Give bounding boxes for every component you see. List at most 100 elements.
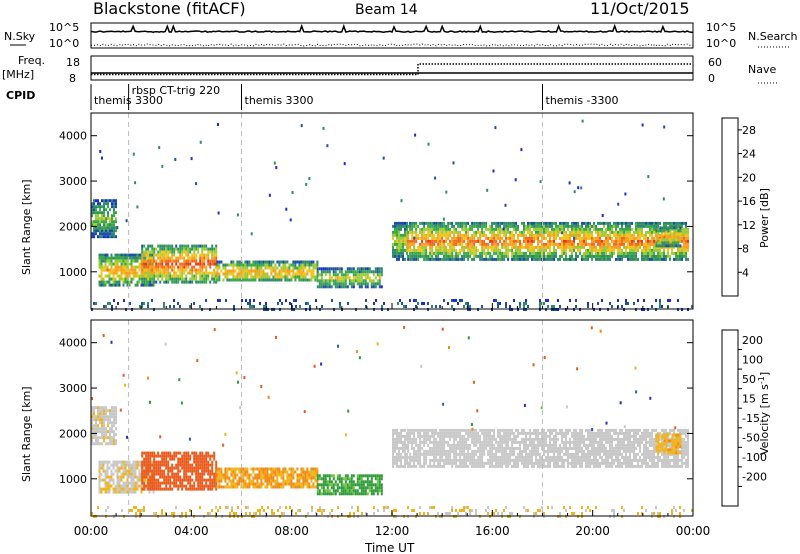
echo-cell <box>161 250 164 254</box>
echo-cell <box>427 257 430 261</box>
echo-cell <box>447 248 450 252</box>
echo-cell <box>272 470 275 474</box>
echo-cell <box>207 271 210 275</box>
echo-cell <box>163 259 166 263</box>
echo-cell <box>477 227 480 231</box>
echo-cell <box>495 221 498 225</box>
echo-cell <box>437 248 440 252</box>
echo-cell <box>187 247 190 251</box>
echo-cell <box>487 242 490 246</box>
echo-cell <box>409 458 412 462</box>
echo-cell <box>423 455 426 459</box>
echo-cell <box>417 434 420 438</box>
echo-cell <box>543 221 545 225</box>
echo-cell <box>260 485 263 489</box>
echo-cell <box>447 458 450 462</box>
echo-cell <box>398 245 400 249</box>
echo-cell <box>437 440 440 444</box>
echo-cell <box>376 273 379 277</box>
echo-cell <box>107 229 109 233</box>
echo-cell <box>513 224 515 228</box>
echo-cell <box>147 481 150 485</box>
echo-cell <box>629 224 631 228</box>
echo-cell <box>126 481 129 485</box>
echo-cell <box>615 242 617 246</box>
echo-cell <box>122 271 125 275</box>
echo-cell <box>183 271 186 275</box>
echo-cell <box>489 224 492 228</box>
echo-cell <box>404 449 406 453</box>
echo-cell <box>541 236 543 240</box>
echo-cell <box>415 458 418 462</box>
echo-cell <box>497 254 500 258</box>
echo-cell <box>577 221 579 225</box>
echo-cell <box>181 487 184 491</box>
echo-cell <box>140 490 143 494</box>
echo-cell <box>179 277 182 281</box>
echo-cell <box>290 275 293 279</box>
echo-cell <box>108 481 111 485</box>
echo-cell <box>278 470 281 474</box>
echo-cell <box>193 259 196 263</box>
echo-cell <box>292 263 295 267</box>
echo-cell <box>103 439 105 443</box>
echo-cell <box>370 270 373 274</box>
echo-cell <box>143 244 146 248</box>
echo-cell <box>134 475 137 479</box>
echo-cell <box>130 475 133 479</box>
echo-cell <box>145 268 148 272</box>
echo-cell <box>677 244 680 248</box>
echo-cell <box>497 227 500 231</box>
echo-cell <box>394 221 396 225</box>
echo-cell <box>603 224 605 228</box>
echo-cell <box>411 248 414 252</box>
echo-cell <box>451 251 454 255</box>
echo-cell <box>157 244 160 248</box>
echo-cell <box>213 475 216 479</box>
echo-cell <box>467 437 470 441</box>
echo-cell <box>126 487 129 491</box>
echo-cell <box>559 254 561 258</box>
echo-cell <box>124 256 127 260</box>
echo-cell <box>653 257 655 261</box>
echo-cell <box>665 241 668 245</box>
echo-cell <box>366 477 369 481</box>
echo-cell <box>417 245 420 249</box>
echo-cell <box>197 466 200 470</box>
echo-cell <box>207 451 210 455</box>
echo-cell <box>151 463 154 467</box>
echo-cell <box>433 227 436 231</box>
echo-cell <box>427 434 430 438</box>
echo-cell <box>435 230 438 234</box>
echo-cell <box>124 466 127 470</box>
echo-cell <box>179 457 182 461</box>
echo-cell <box>215 271 218 275</box>
echo-cell <box>310 473 313 477</box>
echo-cell <box>276 476 279 480</box>
echo-cell <box>260 263 263 267</box>
echo-cell <box>669 244 672 248</box>
echo-cell <box>232 467 235 471</box>
echo-cell <box>435 458 438 462</box>
echo-cell <box>218 260 221 264</box>
echo-cell <box>173 299 175 302</box>
echo-cell <box>431 239 434 243</box>
echo-cell <box>411 428 414 432</box>
echo-cell <box>250 272 253 276</box>
echo-cell <box>95 442 97 446</box>
echo-cell <box>93 205 95 209</box>
echo-cell <box>673 257 675 261</box>
echo-cell <box>91 232 93 236</box>
echo-cell <box>224 266 227 270</box>
echo-cell <box>372 474 375 478</box>
echo-cell <box>425 434 428 438</box>
echo-cell <box>473 251 476 255</box>
echo-cell <box>143 463 146 467</box>
echo-cell <box>258 467 261 471</box>
echo-cell <box>581 257 583 261</box>
echo-cell <box>425 461 428 465</box>
echo-cell <box>248 479 251 483</box>
echo-cell <box>250 278 253 282</box>
echo-cell <box>374 282 377 286</box>
echo-cell <box>461 242 464 246</box>
